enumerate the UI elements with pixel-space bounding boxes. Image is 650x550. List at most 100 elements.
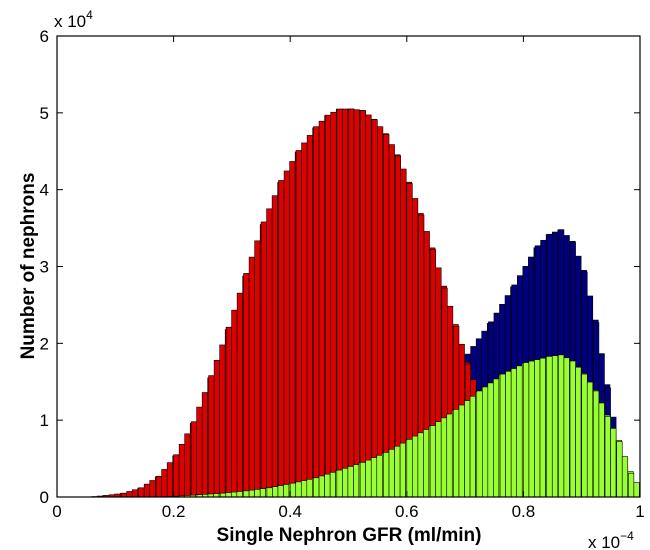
histogram-bar — [569, 360, 576, 498]
histogram-bar — [598, 402, 605, 498]
histogram-bar — [243, 273, 250, 498]
histogram-bar — [359, 110, 367, 498]
y-tick-label: 2 — [40, 334, 49, 353]
histogram-bar — [131, 489, 139, 498]
histogram-bar — [551, 355, 559, 498]
histogram-bar — [481, 386, 489, 498]
histogram-bar — [377, 126, 384, 498]
histogram-bar — [510, 368, 518, 498]
histogram-bar — [399, 442, 406, 498]
histogram-bar — [283, 484, 290, 498]
histogram-bar — [324, 114, 332, 498]
histogram-bar — [313, 126, 320, 498]
histogram-bar — [376, 455, 383, 498]
x-multiplier-label: x 10−4 — [588, 529, 634, 550]
histogram-bar — [347, 466, 354, 498]
histogram-bar — [178, 443, 185, 498]
y-tick-label: 4 — [40, 181, 49, 200]
histogram-bar — [353, 109, 360, 498]
histogram-bar — [353, 464, 360, 498]
histogram-bar — [370, 457, 378, 498]
histogram-bar — [278, 180, 285, 498]
y-axis-title: Number of nephrons — [18, 173, 39, 360]
histogram-bar — [283, 170, 290, 498]
histogram-bar — [173, 454, 180, 498]
histogram-bar — [534, 359, 541, 498]
y-tick-label: 0 — [40, 488, 49, 507]
histogram-bar — [272, 486, 279, 498]
histogram-bar — [394, 445, 401, 498]
histogram-bar — [196, 406, 203, 498]
histogram-bar — [616, 441, 623, 498]
histogram-bar — [499, 373, 506, 498]
y-tick-label: 3 — [40, 258, 49, 277]
x-tick-label: 0.2 — [162, 502, 186, 521]
histogram-bar — [383, 134, 390, 498]
histogram-bar — [201, 392, 209, 498]
histogram-bar — [306, 135, 313, 498]
histogram-bar — [383, 452, 390, 498]
ticks-layer: 0 0.2 0.4 0.6 0.8 1 0 1 2 3 4 5 6 — [40, 27, 645, 521]
histogram-bar — [593, 390, 600, 498]
histogram-bar — [348, 108, 355, 498]
histogram-bar — [236, 292, 243, 498]
histogram-bar — [429, 425, 436, 498]
x-tick-label: 1 — [635, 502, 644, 521]
histogram-bar — [289, 482, 297, 498]
histogram-bar — [621, 456, 629, 498]
histogram-bar — [539, 357, 546, 498]
histogram-bar — [464, 400, 471, 498]
x-tick-label: 0.4 — [278, 502, 302, 521]
histogram-bar — [219, 344, 226, 498]
y-tick-label: 1 — [40, 411, 49, 430]
histogram-bar — [138, 487, 145, 498]
histogram-bar — [581, 373, 588, 498]
histogram-bar — [184, 433, 191, 498]
histogram-bar — [149, 480, 156, 498]
histogram-bar — [329, 472, 336, 498]
histogram-bar — [143, 483, 151, 498]
histogram-bar — [166, 462, 174, 498]
histogram-bar — [231, 309, 238, 498]
histogram-bar — [324, 473, 331, 498]
histogram-bar — [190, 421, 197, 498]
histogram-bar — [126, 491, 133, 498]
histogram-bar — [289, 161, 296, 498]
x-axis-title: Single Nephron GFR (ml/min) — [217, 525, 482, 546]
histogram-bar — [213, 359, 220, 498]
histogram-bar — [633, 482, 640, 498]
histogram-bar — [313, 477, 320, 498]
histogram-bar — [254, 240, 261, 498]
histogram-bar — [628, 472, 635, 498]
histogram-bar — [295, 150, 302, 498]
histogram-bar — [248, 489, 255, 498]
histogram-bar — [330, 111, 337, 498]
histogram-bar — [563, 357, 570, 498]
histogram-bar — [528, 360, 535, 498]
histogram-bar — [546, 356, 553, 498]
histogram-bar — [371, 119, 378, 498]
histogram-bar — [225, 326, 232, 498]
histogram-bar — [505, 371, 512, 498]
histogram-bar — [236, 491, 243, 498]
histogram-bar — [342, 108, 349, 498]
histogram-bar — [610, 428, 617, 498]
histogram-bar — [412, 435, 419, 498]
histogram-bar — [266, 208, 273, 498]
histogram-bar — [359, 462, 367, 498]
x-tick-label: 0 — [52, 502, 61, 521]
histogram-bar — [266, 487, 273, 498]
histogram-bar — [446, 413, 453, 498]
histogram-bar — [388, 449, 395, 498]
histogram-bar — [155, 475, 162, 498]
histogram-bar — [318, 475, 325, 498]
histogram-bar — [586, 381, 594, 498]
histogram-bar — [523, 362, 530, 498]
y-tick-label: 6 — [40, 27, 49, 46]
histogram-bar — [435, 421, 442, 498]
histogram-bar — [493, 378, 500, 498]
histogram-bar — [417, 432, 424, 498]
x-tick-label: 0.6 — [395, 502, 419, 521]
bars-layer — [91, 108, 641, 498]
histogram-bar — [336, 469, 343, 498]
